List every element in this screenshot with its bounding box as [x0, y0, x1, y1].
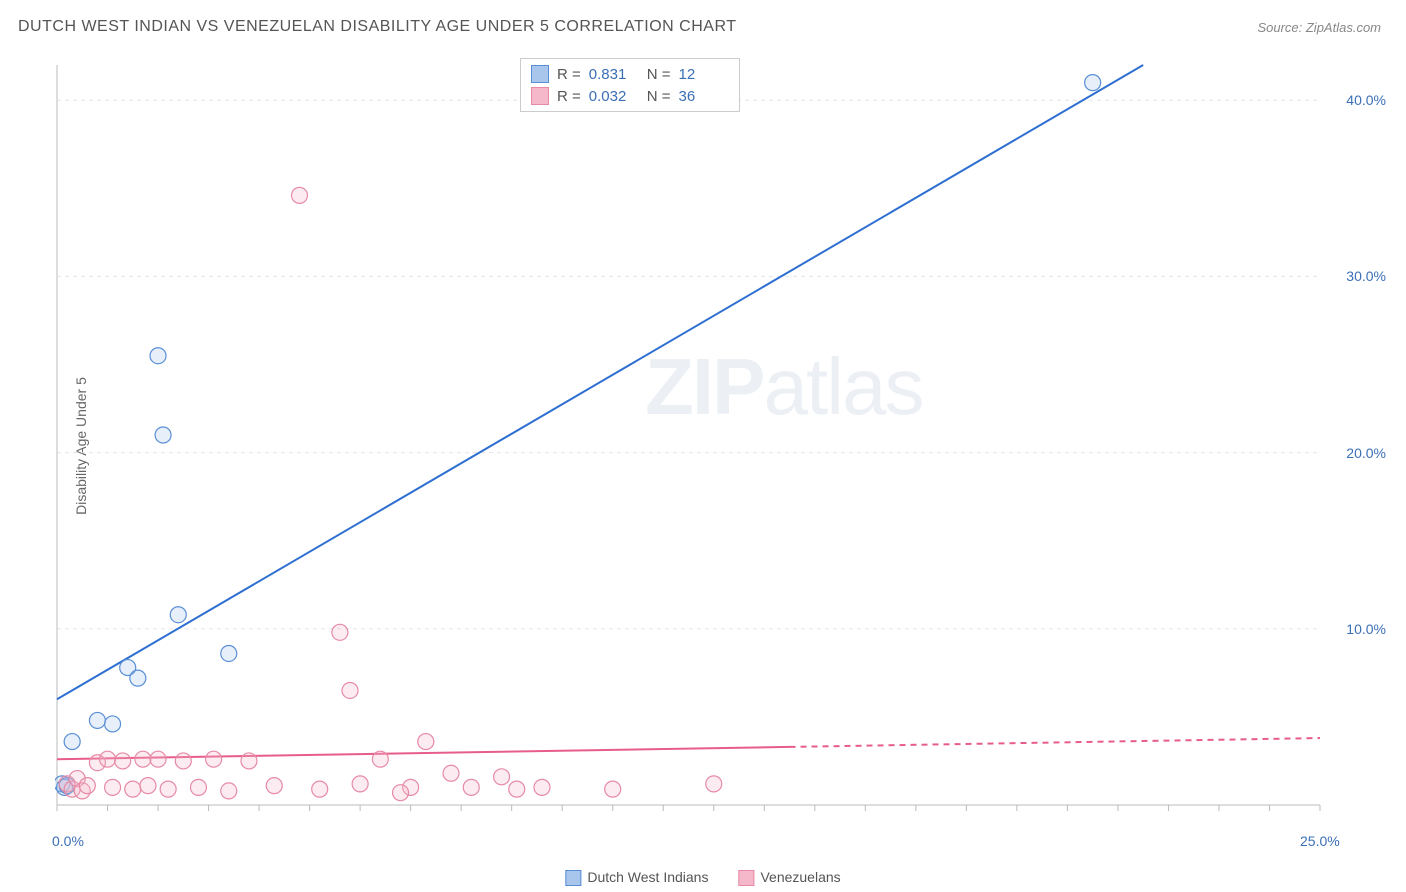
- stats-row: R = 0.032 N = 36: [531, 85, 729, 107]
- x-axis-origin: 0.0%: [52, 833, 84, 849]
- r-value: 0.032: [589, 88, 639, 105]
- r-label: R =: [557, 66, 581, 83]
- y-tick-label: 20.0%: [1346, 445, 1386, 461]
- y-tick-label: 10.0%: [1346, 621, 1386, 637]
- legend: Dutch West Indians Venezuelans: [565, 869, 840, 886]
- series-swatch: [531, 87, 549, 105]
- y-tick-label: 40.0%: [1346, 92, 1386, 108]
- n-label: N =: [647, 66, 671, 83]
- stats-row: R = 0.831 N = 12: [531, 63, 729, 85]
- n-value: 12: [679, 66, 729, 83]
- x-axis-end: 25.0%: [1300, 833, 1340, 849]
- n-value: 36: [679, 88, 729, 105]
- scatter-plot: [55, 55, 1380, 845]
- r-value: 0.831: [589, 66, 639, 83]
- correlation-stats-box: R = 0.831 N = 12 R = 0.032 N = 36: [520, 58, 740, 112]
- r-label: R =: [557, 88, 581, 105]
- legend-item: Dutch West Indians: [565, 869, 708, 886]
- chart-area: ZIPatlas: [55, 55, 1380, 845]
- n-label: N =: [647, 88, 671, 105]
- y-tick-label: 30.0%: [1346, 268, 1386, 284]
- legend-label: Dutch West Indians: [587, 869, 708, 885]
- chart-title: DUTCH WEST INDIAN VS VENEZUELAN DISABILI…: [18, 18, 737, 36]
- legend-swatch: [738, 870, 754, 886]
- legend-label: Venezuelans: [760, 869, 840, 885]
- source-attribution: Source: ZipAtlas.com: [1257, 20, 1381, 35]
- series-swatch: [531, 65, 549, 83]
- legend-swatch: [565, 870, 581, 886]
- legend-item: Venezuelans: [738, 869, 840, 886]
